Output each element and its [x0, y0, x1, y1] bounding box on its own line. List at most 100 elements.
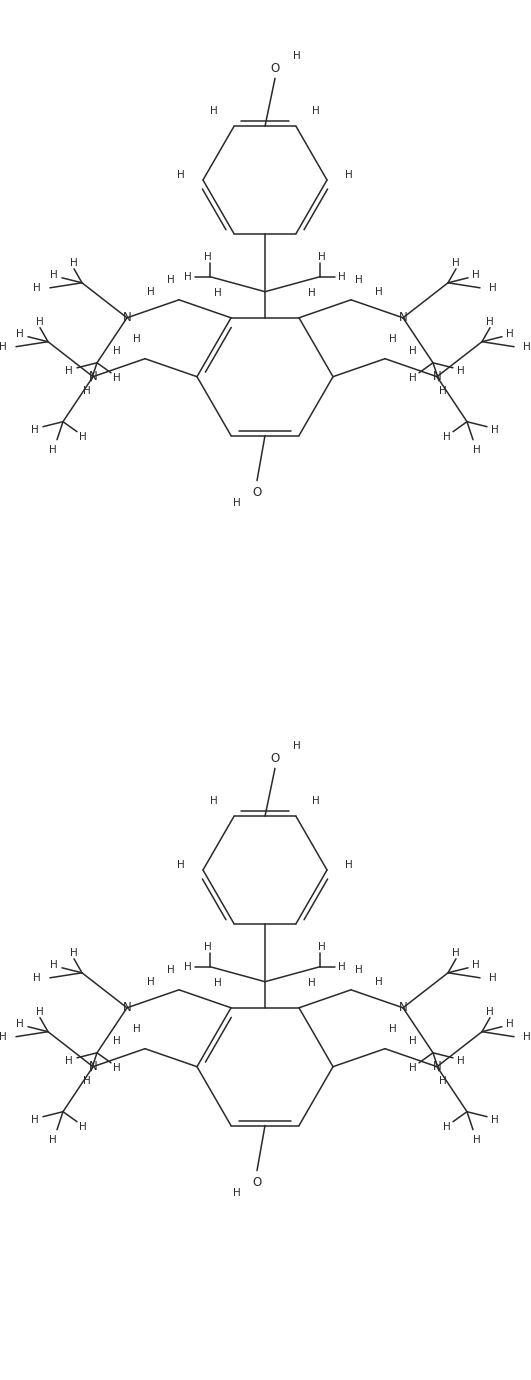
- Text: H: H: [65, 1056, 73, 1065]
- Text: H: H: [113, 373, 121, 382]
- Text: H: H: [210, 106, 218, 116]
- Text: H: H: [293, 51, 301, 61]
- Text: N: N: [433, 1060, 441, 1074]
- Text: H: H: [33, 973, 41, 983]
- Text: H: H: [375, 977, 383, 987]
- Text: N: N: [399, 312, 407, 324]
- Text: H: H: [70, 948, 78, 958]
- Text: H: H: [210, 796, 218, 806]
- Text: H: H: [83, 1076, 91, 1086]
- Text: H: H: [473, 1134, 481, 1144]
- Text: H: H: [457, 1056, 465, 1065]
- Text: H: H: [50, 270, 58, 280]
- Text: H: H: [204, 251, 212, 262]
- Text: H: H: [308, 977, 316, 988]
- Text: H: H: [491, 1115, 499, 1125]
- Text: O: O: [270, 752, 280, 765]
- Text: H: H: [308, 287, 316, 298]
- Text: H: H: [177, 860, 185, 869]
- Text: H: H: [389, 334, 397, 344]
- Text: H: H: [409, 346, 417, 356]
- Text: O: O: [252, 1176, 262, 1190]
- Text: H: H: [523, 342, 531, 352]
- Text: H: H: [113, 1036, 121, 1046]
- Text: H: H: [312, 796, 320, 806]
- Text: H: H: [472, 270, 480, 280]
- Text: H: H: [355, 965, 363, 974]
- Text: N: N: [123, 1002, 131, 1014]
- Text: H: H: [16, 328, 24, 338]
- Text: H: H: [177, 170, 185, 179]
- Text: H: H: [486, 1006, 494, 1017]
- Text: H: H: [184, 962, 192, 972]
- Text: H: H: [233, 498, 241, 508]
- Text: H: H: [113, 346, 121, 356]
- Text: H: H: [472, 960, 480, 970]
- Text: H: H: [443, 1122, 451, 1132]
- Text: H: H: [49, 444, 57, 454]
- Text: H: H: [345, 170, 353, 179]
- Text: H: H: [439, 386, 447, 396]
- Text: H: H: [439, 1076, 447, 1086]
- Text: H: H: [338, 962, 346, 972]
- Text: H: H: [409, 373, 417, 382]
- Text: H: H: [486, 316, 494, 327]
- Text: H: H: [79, 432, 87, 442]
- Text: H: H: [375, 287, 383, 297]
- Text: H: H: [506, 328, 514, 338]
- Text: H: H: [489, 283, 497, 293]
- Text: H: H: [214, 287, 222, 298]
- Text: H: H: [409, 1036, 417, 1046]
- Text: H: H: [0, 1032, 7, 1042]
- Text: N: N: [433, 370, 441, 384]
- Text: H: H: [113, 1063, 121, 1072]
- Text: H: H: [147, 287, 155, 297]
- Text: H: H: [133, 334, 141, 344]
- Text: H: H: [293, 741, 301, 751]
- Text: H: H: [79, 1122, 87, 1132]
- Text: H: H: [473, 444, 481, 454]
- Text: H: H: [33, 283, 41, 293]
- Text: H: H: [355, 275, 363, 284]
- Text: H: H: [452, 948, 460, 958]
- Text: H: H: [0, 342, 7, 352]
- Text: N: N: [399, 1002, 407, 1014]
- Text: H: H: [50, 960, 58, 970]
- Text: H: H: [70, 258, 78, 268]
- Text: H: H: [167, 965, 175, 974]
- Text: H: H: [167, 275, 175, 284]
- Text: H: H: [389, 1024, 397, 1034]
- Text: H: H: [312, 106, 320, 116]
- Text: H: H: [36, 316, 44, 327]
- Text: H: H: [523, 1032, 531, 1042]
- Text: O: O: [252, 486, 262, 500]
- Text: H: H: [133, 1024, 141, 1034]
- Text: H: H: [491, 425, 499, 435]
- Text: H: H: [443, 432, 451, 442]
- Text: O: O: [270, 62, 280, 75]
- Text: H: H: [489, 973, 497, 983]
- Text: H: H: [457, 366, 465, 375]
- Text: H: H: [204, 941, 212, 952]
- Text: H: H: [233, 1188, 241, 1198]
- Text: H: H: [318, 941, 326, 952]
- Text: N: N: [89, 1060, 97, 1074]
- Text: H: H: [452, 258, 460, 268]
- Text: H: H: [409, 1063, 417, 1072]
- Text: H: H: [49, 1134, 57, 1144]
- Text: H: H: [214, 977, 222, 988]
- Text: H: H: [338, 272, 346, 282]
- Text: H: H: [16, 1018, 24, 1028]
- Text: H: H: [184, 272, 192, 282]
- Text: H: H: [65, 366, 73, 375]
- Text: N: N: [123, 312, 131, 324]
- Text: H: H: [345, 860, 353, 869]
- Text: N: N: [89, 370, 97, 384]
- Text: H: H: [147, 977, 155, 987]
- Text: H: H: [31, 1115, 39, 1125]
- Text: H: H: [506, 1018, 514, 1028]
- Text: H: H: [318, 251, 326, 262]
- Text: H: H: [31, 425, 39, 435]
- Text: H: H: [83, 386, 91, 396]
- Text: H: H: [36, 1006, 44, 1017]
